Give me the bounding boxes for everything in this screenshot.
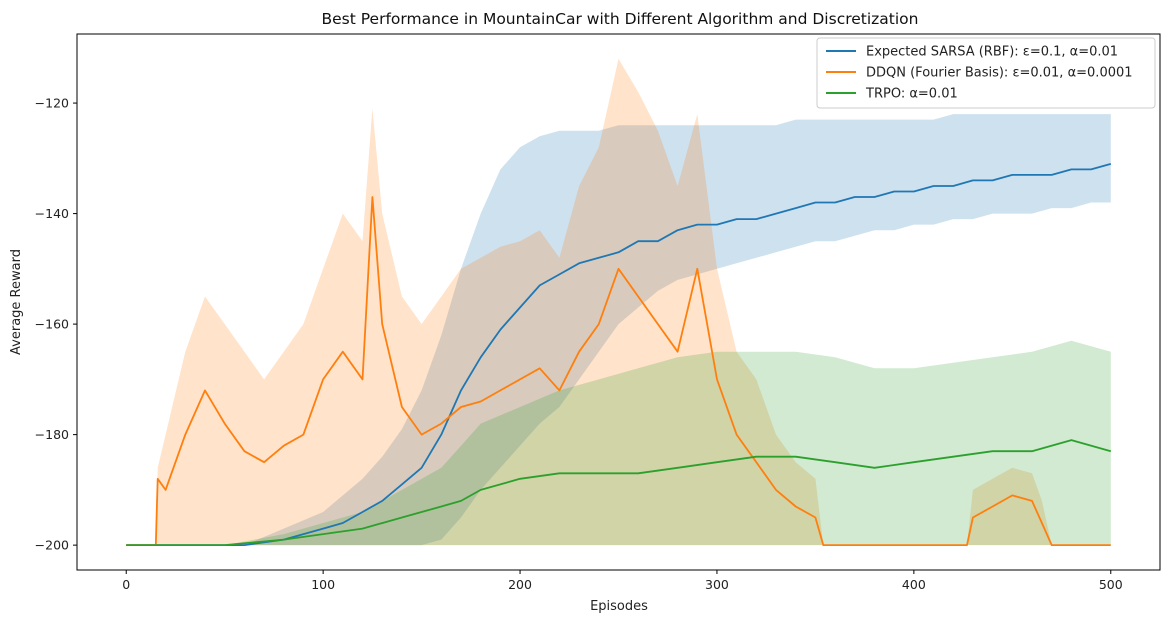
legend-label-3: TRPO: α=0.01: [865, 87, 958, 102]
x-tick-label: 300: [705, 577, 729, 592]
plot-layer: [126, 58, 1112, 546]
confidence-bands: [126, 58, 1111, 546]
series-line-3: [126, 439, 1112, 546]
plot-frame: [76, 33, 1161, 571]
chart-title: Best Performance in MountainCar with Dif…: [322, 10, 919, 28]
y-tick-label: −180: [35, 427, 69, 442]
y-tick-label: −160: [35, 317, 69, 332]
series-band-1: [126, 114, 1111, 546]
y-tick-label: −200: [35, 538, 69, 553]
x-axis-ticks: 0 100 200 300 400 500: [122, 570, 1123, 592]
x-tick-label: 100: [311, 577, 335, 592]
legend-label-2: DDQN (Fourier Basis): ε=0.01, α=0.0001: [866, 66, 1133, 81]
y-axis-label: Average Reward: [9, 249, 24, 355]
y-tick-label: −140: [35, 206, 69, 221]
series-lines: [126, 163, 1112, 546]
series-band-3: [126, 340, 1111, 546]
y-tick-label: −120: [35, 96, 69, 111]
series-band-2: [126, 58, 1111, 546]
x-tick-label: 500: [1099, 577, 1123, 592]
series-line-2: [126, 196, 1111, 546]
x-tick-label: 200: [508, 577, 532, 592]
legend-box: [816, 37, 1156, 109]
x-tick-label: 400: [902, 577, 926, 592]
y-axis-ticks: −200 −180 −160 −140 −120: [35, 96, 77, 553]
legend-label-1: Expected SARSA (RBF): ε=0.1, α=0.01: [866, 45, 1118, 60]
x-tick-label: 0: [122, 577, 130, 592]
legend: Expected SARSA (RBF): ε=0.1, α=0.01 DDQN …: [816, 37, 1156, 109]
legend-items: Expected SARSA (RBF): ε=0.1, α=0.01 DDQN …: [826, 45, 1133, 102]
x-axis-label: Episodes: [590, 599, 648, 614]
series-line-1: [126, 163, 1112, 546]
